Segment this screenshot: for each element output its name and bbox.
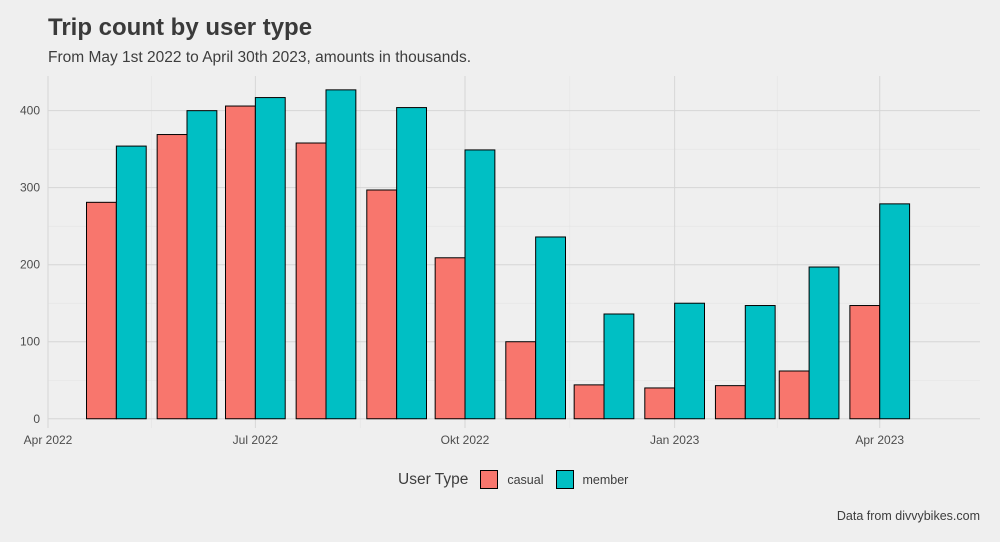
data-source-caption: Data from divvybikes.com (836, 509, 980, 523)
legend-label-member: member (582, 472, 629, 487)
chart-title: Trip count by user type (48, 14, 313, 41)
y-tick-label: 100 (20, 335, 40, 349)
bar-casual (644, 387, 676, 420)
bar-member (535, 236, 567, 420)
bar-member (325, 89, 357, 420)
x-tick-label: Jul 2022 (233, 433, 279, 447)
x-tick-label: Apr 2022 (24, 433, 73, 447)
bar-casual (366, 189, 398, 420)
bar-casual (86, 201, 117, 420)
bar-member (603, 313, 635, 420)
y-tick-label: 200 (20, 258, 40, 272)
bar-member (115, 145, 147, 420)
bar-member (464, 149, 496, 420)
legend-label-casual: casual (507, 472, 544, 487)
bar-member (808, 266, 840, 420)
bar-casual (714, 385, 746, 420)
legend-key-casual (480, 470, 499, 489)
bar-casual (434, 257, 466, 420)
x-tick-label: Apr 2023 (855, 433, 904, 447)
bar-casual (573, 384, 605, 420)
legend-item-casual: casual (480, 470, 544, 489)
bar-casual (778, 370, 810, 420)
bar-member (254, 97, 286, 420)
bar-member (674, 302, 706, 420)
legend-title: User Type (398, 470, 469, 488)
bar-casual (849, 305, 881, 420)
bars (86, 89, 911, 420)
bar-member (396, 107, 427, 420)
legend-key-member (555, 470, 574, 489)
y-tick-label: 300 (20, 181, 40, 195)
bar-casual (505, 341, 537, 420)
bar-casual (225, 105, 256, 420)
chart-subtitle: From May 1st 2022 to April 30th 2023, am… (48, 49, 472, 66)
bar-member (186, 110, 218, 420)
y-tick-label: 400 (20, 104, 40, 118)
x-tick-label: Okt 2022 (441, 433, 490, 447)
x-axis-labels: Apr 2022 Jul 2022 Okt 2022 Jan 2023 Apr 2023 (24, 433, 905, 447)
bar-member (744, 305, 776, 420)
bar-casual (295, 142, 327, 420)
x-tick-label: Jan 2023 (650, 433, 700, 447)
y-tick-label: 0 (33, 412, 40, 426)
legend: User Type casual member (398, 470, 640, 489)
legend-item-member: member (555, 470, 629, 489)
bar-member (879, 203, 911, 420)
y-axis-labels: 0 100 200 300 400 (20, 104, 40, 426)
bar-casual (156, 134, 188, 420)
